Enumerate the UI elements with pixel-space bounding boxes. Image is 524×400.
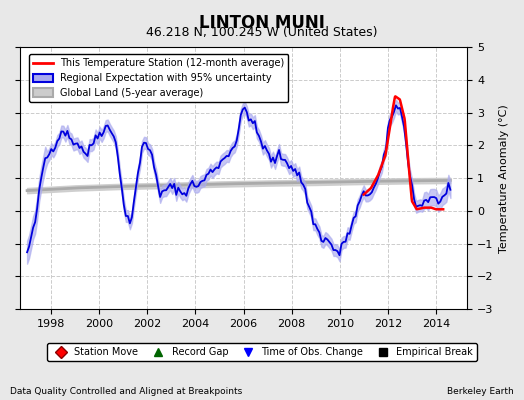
- Legend: This Temperature Station (12-month average), Regional Expectation with 95% uncer: This Temperature Station (12-month avera…: [29, 54, 288, 102]
- Text: 46.218 N, 100.245 W (United States): 46.218 N, 100.245 W (United States): [146, 26, 378, 39]
- Y-axis label: Temperature Anomaly (°C): Temperature Anomaly (°C): [499, 104, 509, 252]
- Legend: Station Move, Record Gap, Time of Obs. Change, Empirical Break: Station Move, Record Gap, Time of Obs. C…: [47, 343, 477, 361]
- Text: Data Quality Controlled and Aligned at Breakpoints: Data Quality Controlled and Aligned at B…: [10, 387, 243, 396]
- Text: LINTON MUNI: LINTON MUNI: [199, 14, 325, 32]
- Text: Berkeley Earth: Berkeley Earth: [447, 387, 514, 396]
